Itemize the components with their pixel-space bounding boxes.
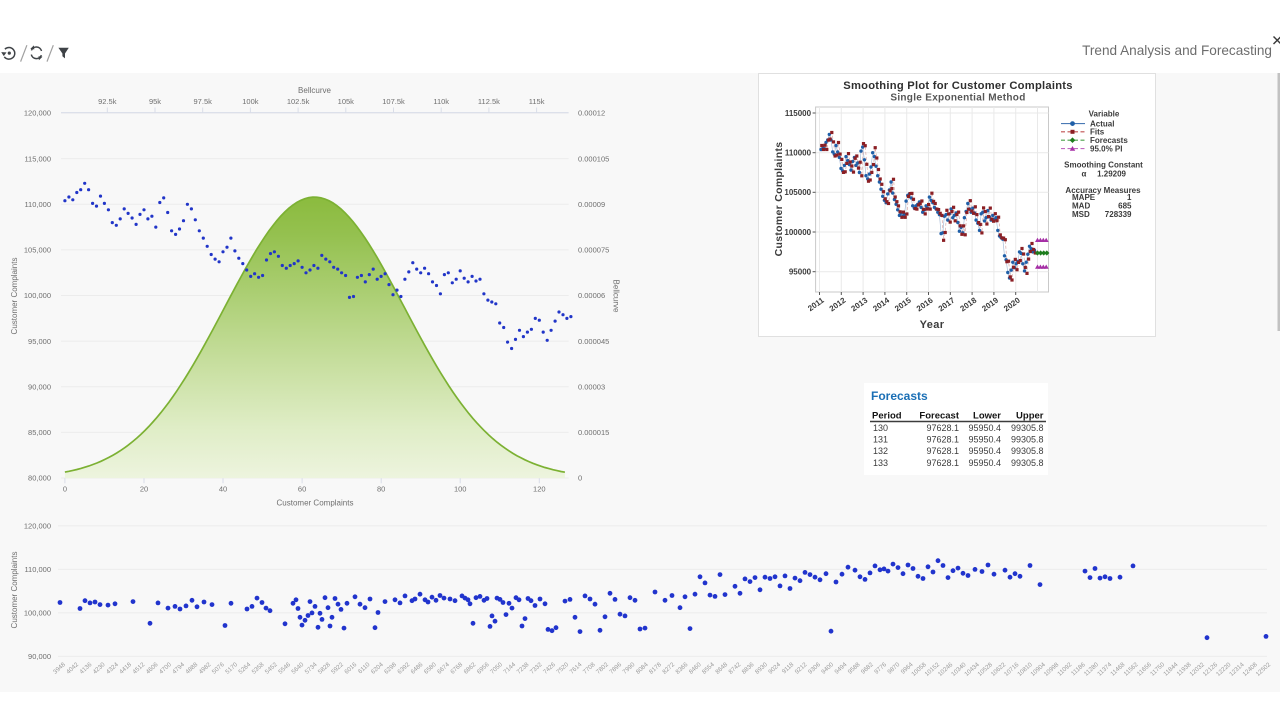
svg-text:110,000: 110,000 [24, 565, 51, 574]
svg-text:132: 132 [873, 446, 888, 456]
svg-text:0.000105: 0.000105 [578, 154, 609, 163]
svg-text:0.00009: 0.00009 [578, 200, 605, 209]
svg-text:95.0% PI: 95.0% PI [1090, 144, 1122, 153]
svg-text:100: 100 [454, 485, 467, 494]
svg-text:20: 20 [140, 485, 148, 494]
svg-text:40: 40 [219, 485, 227, 494]
svg-text:Smoothing Plot for Customer Co: Smoothing Plot for Customer Complaints [843, 80, 1073, 92]
svg-text:Actual: Actual [1090, 119, 1114, 128]
svg-text:Customer Complaints: Customer Complaints [10, 552, 19, 629]
svg-text:MAPE: MAPE [1072, 193, 1096, 202]
svg-text:120,000: 120,000 [24, 109, 51, 118]
svg-text:Forecasts: Forecasts [1090, 136, 1128, 145]
svg-text:110k: 110k [433, 97, 449, 106]
svg-text:112.5k: 112.5k [478, 97, 500, 106]
svg-text:Smoothing Constant: Smoothing Constant [1064, 161, 1143, 170]
svg-text:MAD: MAD [1072, 202, 1090, 211]
svg-text:Variable: Variable [1089, 110, 1120, 119]
svg-text:105k: 105k [338, 97, 355, 106]
svg-text:131: 131 [873, 435, 888, 445]
svg-text:0.00003: 0.00003 [578, 383, 605, 392]
svg-text:99305.8: 99305.8 [1011, 458, 1044, 468]
svg-text:Forecasts: Forecasts [871, 389, 928, 403]
svg-text:728339: 728339 [1105, 210, 1132, 219]
svg-text:95000: 95000 [789, 268, 812, 277]
svg-text:0.00006: 0.00006 [578, 291, 605, 300]
svg-text:97628.1: 97628.1 [926, 435, 959, 445]
svg-text:97.5k: 97.5k [194, 97, 213, 106]
svg-text:60: 60 [298, 485, 306, 494]
svg-text:110,000: 110,000 [24, 200, 51, 209]
svg-text:Bellcurve: Bellcurve [612, 280, 621, 313]
svg-text:95k: 95k [149, 97, 161, 106]
svg-text:99305.8: 99305.8 [1011, 446, 1044, 456]
svg-text:133: 133 [873, 458, 888, 468]
svg-text:95950.4: 95950.4 [968, 423, 1001, 433]
svg-text:90,000: 90,000 [28, 652, 51, 661]
svg-text:0: 0 [578, 474, 582, 483]
svg-text:0.000045: 0.000045 [578, 337, 609, 346]
svg-text:100,000: 100,000 [24, 291, 51, 300]
svg-text:Bellcurve: Bellcurve [298, 86, 331, 95]
svg-text:Forecast: Forecast [919, 411, 959, 422]
svg-text:0.000075: 0.000075 [578, 246, 609, 255]
svg-text:115000: 115000 [785, 109, 812, 118]
svg-text:Trend Analysis and Forecasting: Trend Analysis and Forecasting [1082, 43, 1272, 58]
svg-text:102.5k: 102.5k [287, 97, 310, 106]
svg-text:97628.1: 97628.1 [926, 423, 959, 433]
svg-text:97628.1: 97628.1 [926, 446, 959, 456]
svg-text:100000: 100000 [784, 228, 811, 237]
svg-text:MSD: MSD [1072, 210, 1090, 219]
svg-text:90,000: 90,000 [28, 383, 51, 392]
svg-text:α: α [1082, 170, 1087, 179]
svg-text:100k: 100k [242, 97, 259, 106]
svg-text:80,000: 80,000 [28, 474, 51, 483]
svg-text:Lower: Lower [973, 411, 1001, 422]
svg-text:0: 0 [63, 485, 67, 494]
svg-text:95950.4: 95950.4 [968, 446, 1001, 456]
svg-text:92.5k: 92.5k [98, 97, 117, 106]
svg-text:Year: Year [920, 319, 945, 331]
svg-text:85,000: 85,000 [28, 428, 51, 437]
svg-text:685: 685 [1118, 202, 1132, 211]
svg-text:Customer Complaints: Customer Complaints [773, 142, 785, 257]
svg-text:130: 130 [873, 423, 888, 433]
svg-text:100,000: 100,000 [24, 609, 51, 618]
svg-text:115,000: 115,000 [24, 154, 51, 163]
svg-text:Fits: Fits [1090, 128, 1105, 137]
svg-text:95950.4: 95950.4 [968, 435, 1001, 445]
svg-text:0.000015: 0.000015 [578, 428, 609, 437]
svg-text:120,000: 120,000 [24, 522, 51, 531]
svg-text:Accuracy Measures: Accuracy Measures [1065, 186, 1141, 195]
svg-text:95,000: 95,000 [28, 337, 51, 346]
svg-text:80: 80 [377, 485, 385, 494]
svg-text:107.5k: 107.5k [382, 97, 405, 106]
svg-text:0.00012: 0.00012 [578, 109, 605, 118]
svg-text:Upper: Upper [1016, 411, 1044, 422]
svg-text:105,000: 105,000 [24, 246, 51, 255]
svg-text:99305.8: 99305.8 [1011, 435, 1044, 445]
svg-text:97628.1: 97628.1 [926, 458, 959, 468]
svg-text:110000: 110000 [785, 149, 812, 158]
svg-text:95950.4: 95950.4 [968, 458, 1001, 468]
svg-text:99305.8: 99305.8 [1011, 423, 1044, 433]
svg-text:120: 120 [533, 485, 546, 494]
svg-text:1: 1 [1127, 193, 1132, 202]
svg-text:115k: 115k [529, 97, 545, 106]
svg-text:105000: 105000 [784, 188, 811, 197]
svg-text:Single Exponential Method: Single Exponential Method [890, 93, 1025, 104]
svg-text:Period: Period [872, 411, 902, 422]
svg-text:1.29209: 1.29209 [1097, 170, 1126, 179]
svg-text:Customer Complaints: Customer Complaints [10, 258, 19, 335]
svg-text:Customer Complaints: Customer Complaints [277, 499, 354, 508]
